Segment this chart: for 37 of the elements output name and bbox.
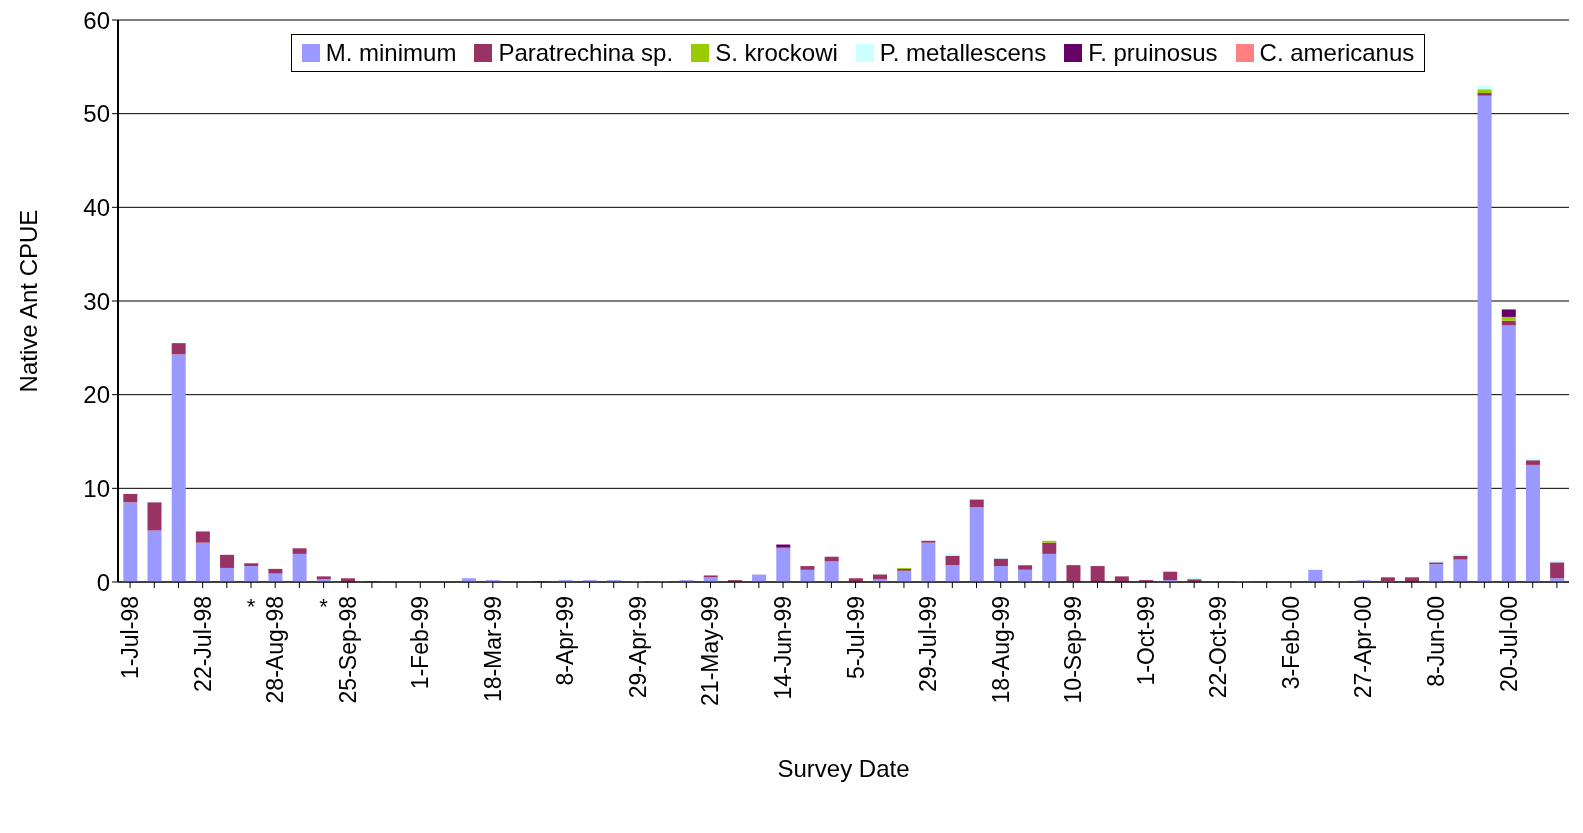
y-tick-label: 40 (83, 193, 110, 221)
legend-label: Paratrechina sp. (498, 39, 674, 67)
legend-label: M. minimum (325, 39, 457, 67)
x-tick-label: 22-Jul-98 (189, 596, 216, 692)
x-tick-label: 25-Sep-98 (334, 596, 361, 704)
x-tick-label: 10-Sep-99 (1060, 596, 1087, 704)
y-tick-label: 20 (83, 381, 110, 409)
y-tick-label: 0 (96, 568, 110, 596)
y-tick-label: 60 (83, 6, 110, 34)
text: * (246, 594, 256, 619)
x-tick-label: 20-Jul-00 (1495, 596, 1522, 692)
y-tick-label: 10 (83, 474, 110, 502)
x-tick-label: 8-Apr-99 (552, 596, 579, 686)
x-tick-label: 18-Aug-99 (987, 596, 1014, 704)
x-tick-label: 5-Jul-99 (842, 596, 869, 680)
y-axis-title: Native Ant CPUE (14, 209, 42, 393)
x-tick-label: 22-Oct-99 (1205, 596, 1232, 699)
y-tick-label: 50 (83, 100, 110, 128)
legend-label: C. americanus (1259, 39, 1415, 67)
x-tick-label: 21-May-99 (697, 596, 724, 706)
legend-label: S. krockowi (715, 39, 838, 67)
x-tick-label: 8-Jun-00 (1422, 596, 1449, 687)
x-tick-label: 29-Jul-99 (915, 596, 942, 692)
x-tick-label: 14-Jun-99 (770, 596, 797, 700)
x-tick-label: 18-Mar-99 (479, 596, 506, 703)
x-tick-label: 1-Feb-99 (407, 596, 434, 690)
legend-label: F. pruinosus (1088, 39, 1218, 67)
x-tick-label: 29-Apr-99 (624, 596, 651, 699)
x-axis-title: Survey Date (777, 755, 910, 782)
legend-label: P. metallescens (879, 39, 1047, 67)
x-tick-label: 27-Apr-00 (1350, 596, 1377, 699)
x-tick-label: 1-Jul-98 (117, 596, 144, 680)
x-tick-label: 28-Aug-98 (262, 596, 289, 704)
y-tick-label: 30 (83, 287, 110, 315)
text: * (319, 594, 329, 619)
x-tick-label: 3-Feb-00 (1277, 596, 1304, 690)
x-tick-label: 1-Oct-99 (1132, 596, 1159, 686)
